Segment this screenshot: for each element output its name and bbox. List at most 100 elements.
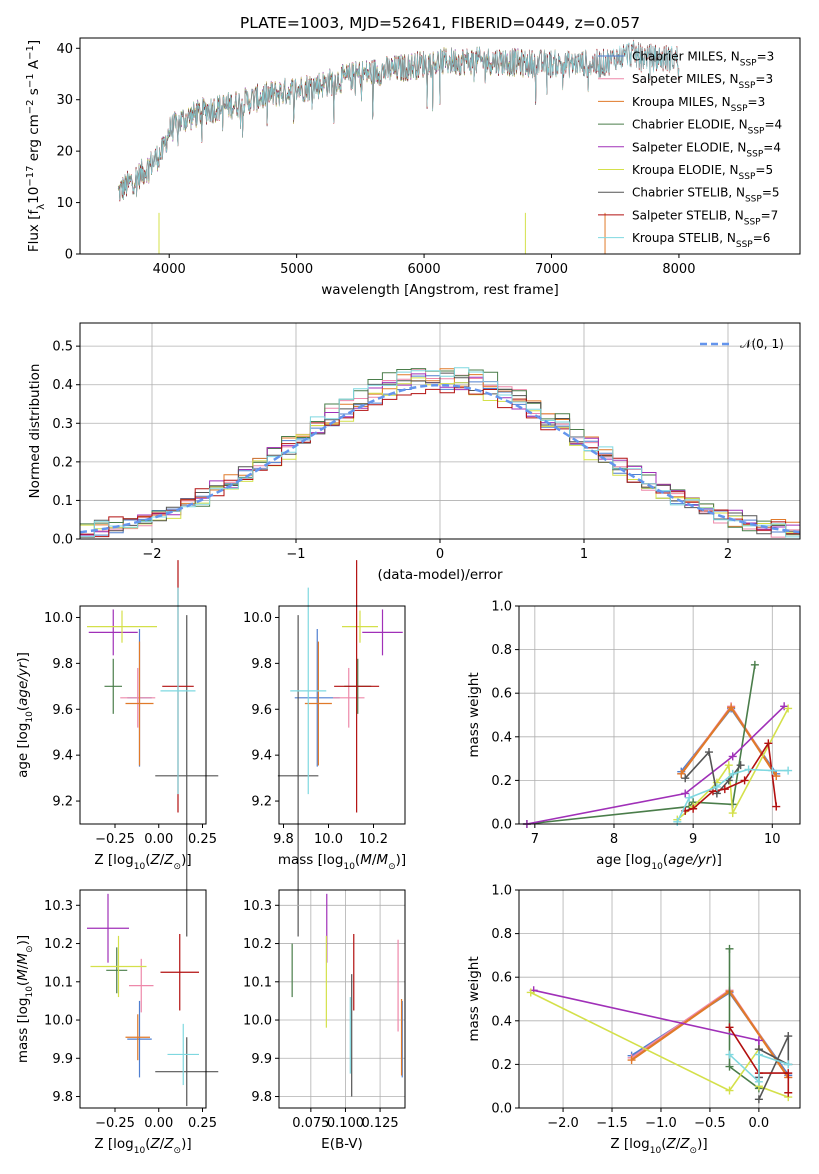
y-tick-label: 9.8 [251, 657, 272, 672]
mass-weight-marker [784, 1060, 793, 1069]
mass-weight-marker [754, 1036, 763, 1045]
mass-vs-ebv-frame [278, 889, 406, 1109]
mass-weight-marker [712, 782, 721, 791]
weight-vs-age-xlabel: age [log10(age/yr)] [596, 852, 722, 872]
mass-vs-z-panel: −0.25 0.00 0.25 9.8 9.9 10.0 10.1 10.2 10.3 Z [l… [15, 889, 219, 1156]
mass-weight-marker [728, 769, 737, 778]
mass-weight-line [728, 1053, 789, 1084]
y-tick-label: 0.6 [491, 687, 512, 702]
legend-sub: SSP [748, 127, 765, 137]
x-tick-label: −1.0 [645, 1116, 677, 1131]
x-tick-label: 0.125 [361, 1116, 398, 1131]
legend-label: Kroupa ELODIE, NSSP=5 [632, 163, 773, 182]
y-tick-label: 9.9 [251, 1052, 272, 1067]
y-tick-label: 10.0 [44, 1014, 73, 1029]
legend-label: Kroupa MILES, NSSP=3 [632, 95, 765, 114]
x-tick-label: 8000 [662, 262, 695, 277]
mass-weight-marker [736, 761, 745, 770]
legend-label: Chabrier ELODIE, NSSP=4 [632, 118, 782, 137]
weight-vs-age-ylabel: mass weight [466, 672, 482, 757]
normal-reference-curve [79, 383, 801, 534]
x-tick-label: 10.2 [359, 832, 388, 847]
mass-weight-marker [724, 761, 733, 770]
x-tick-label: 7 [531, 832, 539, 847]
x-tick-label: 4000 [153, 262, 186, 277]
y-tick-label: 0.0 [491, 818, 512, 833]
spectrum-frame [79, 37, 801, 255]
legend-sub: SSP [745, 195, 762, 205]
y-tick-label: 9.4 [251, 749, 272, 764]
mass-weight-marker [689, 804, 698, 813]
y-tick-label: 10.2 [243, 937, 272, 952]
mass-weight-marker [526, 988, 535, 997]
mass-vs-z-frame [79, 889, 207, 1109]
y-tick-label: 9.6 [52, 703, 73, 718]
mass-weight-marker [754, 1095, 763, 1104]
mass-weight-marker [740, 776, 749, 785]
residual-frame [79, 322, 801, 540]
mass-weight-marker [784, 704, 793, 713]
mass-weight-marker [725, 1023, 734, 1032]
x-tick-label: 9.8 [273, 832, 294, 847]
legend-sub: SSP [739, 172, 756, 182]
x-tick-label: 0.075 [292, 1116, 329, 1131]
mass-weight-marker [704, 748, 713, 757]
mass-weight-marker [754, 1050, 763, 1059]
mass-weight-marker [784, 766, 793, 775]
x-tick-label: 5000 [280, 262, 313, 277]
legend-sub: SSP [739, 81, 756, 91]
age-vs-z-panel: −0.25 0.00 0.25 9.2 9.4 9.6 9.8 10.0 Z [log10(Z… [15, 560, 219, 937]
y-tick-label: 10.1 [243, 975, 272, 990]
mass-vs-z-ylabel: mass [log10(M/M⊙)] [15, 935, 35, 1063]
legend-sub: SSP [746, 149, 763, 159]
x-tick-label: −0.25 [95, 832, 135, 847]
age-vs-z-frame [79, 605, 207, 825]
legend-sub: SSP [744, 217, 761, 227]
weight-vs-z-ylabel: mass weight [466, 956, 482, 1041]
spectrum-lines [117, 39, 680, 254]
mass-weight-marker [728, 809, 737, 818]
weight-vs-age-panel: 7 8 9 10 0.0 0.2 0.4 0.6 0.8 1.0 age [log10(age/y… [466, 600, 801, 872]
x-tick-label: −0.5 [694, 1116, 726, 1131]
y-tick-label: 0 [65, 248, 73, 263]
mass-weight-marker [728, 752, 737, 761]
legend-label: Salpeter STELIB, NSSP=7 [632, 208, 778, 227]
legend-label: Kroupa STELIB, NSSP=6 [632, 231, 770, 250]
x-tick-label: 0.00 [144, 832, 173, 847]
mass-weight-line [526, 705, 785, 825]
spectrum-xlabel: wavelength [Angstrom, rest frame] [321, 282, 559, 298]
y-tick-label: 0.2 [491, 1058, 512, 1073]
mass-weight-marker [720, 785, 729, 794]
x-tick-label: 6000 [408, 262, 441, 277]
x-tick-label: 0.00 [144, 1116, 173, 1131]
normal-legend-label: 𝒩(0, 1) [740, 337, 784, 351]
y-tick-label: 0.3 [52, 417, 73, 432]
y-tick-label: 10 [56, 196, 73, 211]
y-tick-label: 0.8 [491, 927, 512, 942]
residual-panel: −2 −1 0 1 2 0.0 0.1 0.2 0.3 0.4 0.5 (data-model)/e… [27, 322, 801, 583]
mass-weight-marker [681, 789, 690, 798]
x-tick-label: −2 [142, 547, 161, 562]
age-vs-z-xlabel: Z [log10(Z/Z⊙)] [94, 852, 191, 872]
mass-weight-marker [784, 1069, 793, 1078]
x-tick-label: 9 [689, 832, 697, 847]
legend-sub: SSP [731, 104, 748, 114]
x-tick-label: 0.25 [188, 832, 217, 847]
mass-weight-marker [772, 772, 781, 781]
mass-weight-marker [768, 766, 777, 775]
y-tick-label: 20 [56, 145, 73, 160]
residual-legend: 𝒩(0, 1) [700, 337, 784, 351]
y-tick-label: 9.8 [251, 1090, 272, 1105]
mass-weight-marker [772, 802, 781, 811]
age-vs-mass-xlabel: mass [log10(M/M⊙)] [278, 852, 406, 872]
y-tick-label: 0.2 [491, 774, 512, 789]
y-tick-label: 9.8 [52, 657, 73, 672]
x-tick-label: 0.25 [188, 1116, 217, 1131]
residual-xlabel: (data-model)/error [377, 567, 503, 583]
mass-weight-marker [744, 765, 753, 774]
weight-vs-z-xlabel: Z [log10(Z/Z⊙)] [610, 1136, 707, 1156]
weight-vs-age-frame [518, 605, 801, 825]
x-tick-label: 8 [610, 832, 618, 847]
mass-weight-marker [627, 1056, 636, 1065]
